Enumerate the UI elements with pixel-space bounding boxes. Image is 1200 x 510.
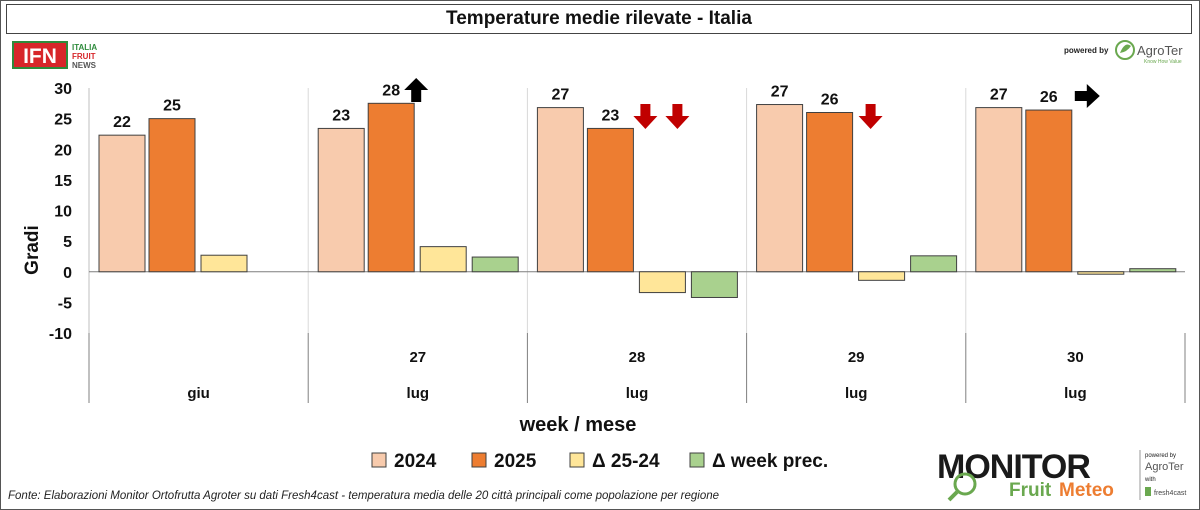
y-tick-label: 10 [54,204,72,221]
y-tick-label: -10 [49,326,72,343]
bar [1025,109,1073,273]
x-tick-month: lug [407,385,430,402]
source-note: Fonte: Elaborazioni Monitor Ortofrutta A… [8,490,720,502]
bar [367,102,415,273]
legend-swatch [371,452,387,468]
ifn-logo-mark: IFN [23,45,57,68]
powered-by-tagline: Know How Value [1144,59,1182,65]
monitor-word: MONITOR [937,448,1090,486]
x-tick-week: 29 [848,349,865,366]
bar [638,271,686,294]
bar [975,107,1023,273]
ifn-logo-line3: NEWS [72,61,97,69]
trend-arrow-down-icon [665,104,690,129]
y-tick-label: 5 [63,234,72,251]
trend-arrow-down-icon [858,104,883,129]
trend-arrow-right-icon [1074,84,1100,108]
ifn-logo-line2: FRUIT [72,52,96,61]
legend-swatch [569,452,585,468]
monitor-side-with: with [1144,477,1156,483]
labels-layer: 22 23 27 27 27 25 28 23 26 26 [113,82,1058,131]
data-label: 23 [332,107,350,124]
x-axis-label: week / mese [519,414,637,436]
bar [756,104,804,273]
powered-by-label: powered by [1064,46,1109,55]
x-tick-week: 30 [1067,349,1084,366]
data-label: 26 [1040,89,1058,106]
x-tick-week: 28 [629,349,646,366]
fresh4cast-icon [1145,487,1151,496]
y-tick-label: 25 [54,112,72,129]
monitor-side-powered: powered by [1145,453,1176,459]
x-tick-month: giu [187,385,210,402]
data-label: 27 [990,87,1008,104]
axis-layer: -10 -5 0 5 10 15 20 25 30 giu 27 lug 28 lug 29 lug 30 lug [49,81,1186,403]
legend: 2024 2025 Δ 25-24 Δ week prec. [371,451,828,472]
y-tick-label: 20 [54,142,72,159]
ifn-logo: IFN ITALIA FRUIT NEWS [12,41,97,69]
arrows-layer [404,78,1100,129]
legend-label: Δ week prec. [712,451,828,472]
bar [148,118,196,273]
x-tick-month: lug [626,385,649,402]
bar [471,256,519,273]
fruit-word: Fruit [1009,480,1052,501]
bar [910,255,958,273]
legend-swatch [689,452,705,468]
ifn-logo-inner [14,43,66,67]
x-tick-week: 27 [409,349,426,366]
legend-label: Δ 25-24 [592,451,660,472]
chart-title: Temperature medie rilevate - Italia [6,4,1192,34]
bar [858,271,906,281]
meteo-word: Meteo [1059,480,1114,501]
data-label: 26 [821,92,839,109]
trend-arrow-up-icon [404,78,429,102]
bar [317,127,365,273]
y-tick-label: 30 [54,81,72,98]
magnifier-icon [953,472,977,496]
monitor-side-fresh4cast: fresh4cast [1154,490,1186,497]
bar [586,127,634,273]
bars-layer [98,102,1177,298]
powered-by-brand: AgroTer [1137,43,1183,58]
legend-swatch [471,452,487,468]
agroter-leaf-shape [1120,44,1131,53]
bar [200,254,248,273]
data-label: 25 [163,98,181,115]
bar [1077,271,1125,275]
x-tick-month: lug [845,385,868,402]
bar [806,112,854,273]
trend-arrow-down-icon [633,104,658,129]
bar [536,107,584,273]
y-tick-label: 0 [63,265,72,282]
bar [690,271,738,298]
data-label: 27 [771,84,789,101]
x-tick-month: lug [1064,385,1087,402]
bar [419,246,467,273]
monitor-fruitmeteo-logo: MONITOR Fruit Meteo powered by AgroTer w… [937,448,1186,502]
bar [98,134,146,273]
monitor-side-agroter: AgroTer [1145,461,1184,473]
magnifier-handle [947,490,959,502]
legend-label: 2025 [494,451,537,472]
y-tick-label: -5 [58,295,72,312]
data-label: 23 [602,107,620,124]
powered-by-agroter: powered by AgroTer Know How Value [1064,40,1183,65]
data-label: 28 [382,82,400,99]
legend-label: 2024 [394,451,437,472]
y-tick-label: 15 [54,173,72,190]
data-label: 22 [113,114,131,131]
ifn-logo-line1: ITALIA [72,43,97,52]
data-label: 27 [552,87,570,104]
y-axis-label: Gradi [22,225,43,275]
bar [1129,268,1177,273]
